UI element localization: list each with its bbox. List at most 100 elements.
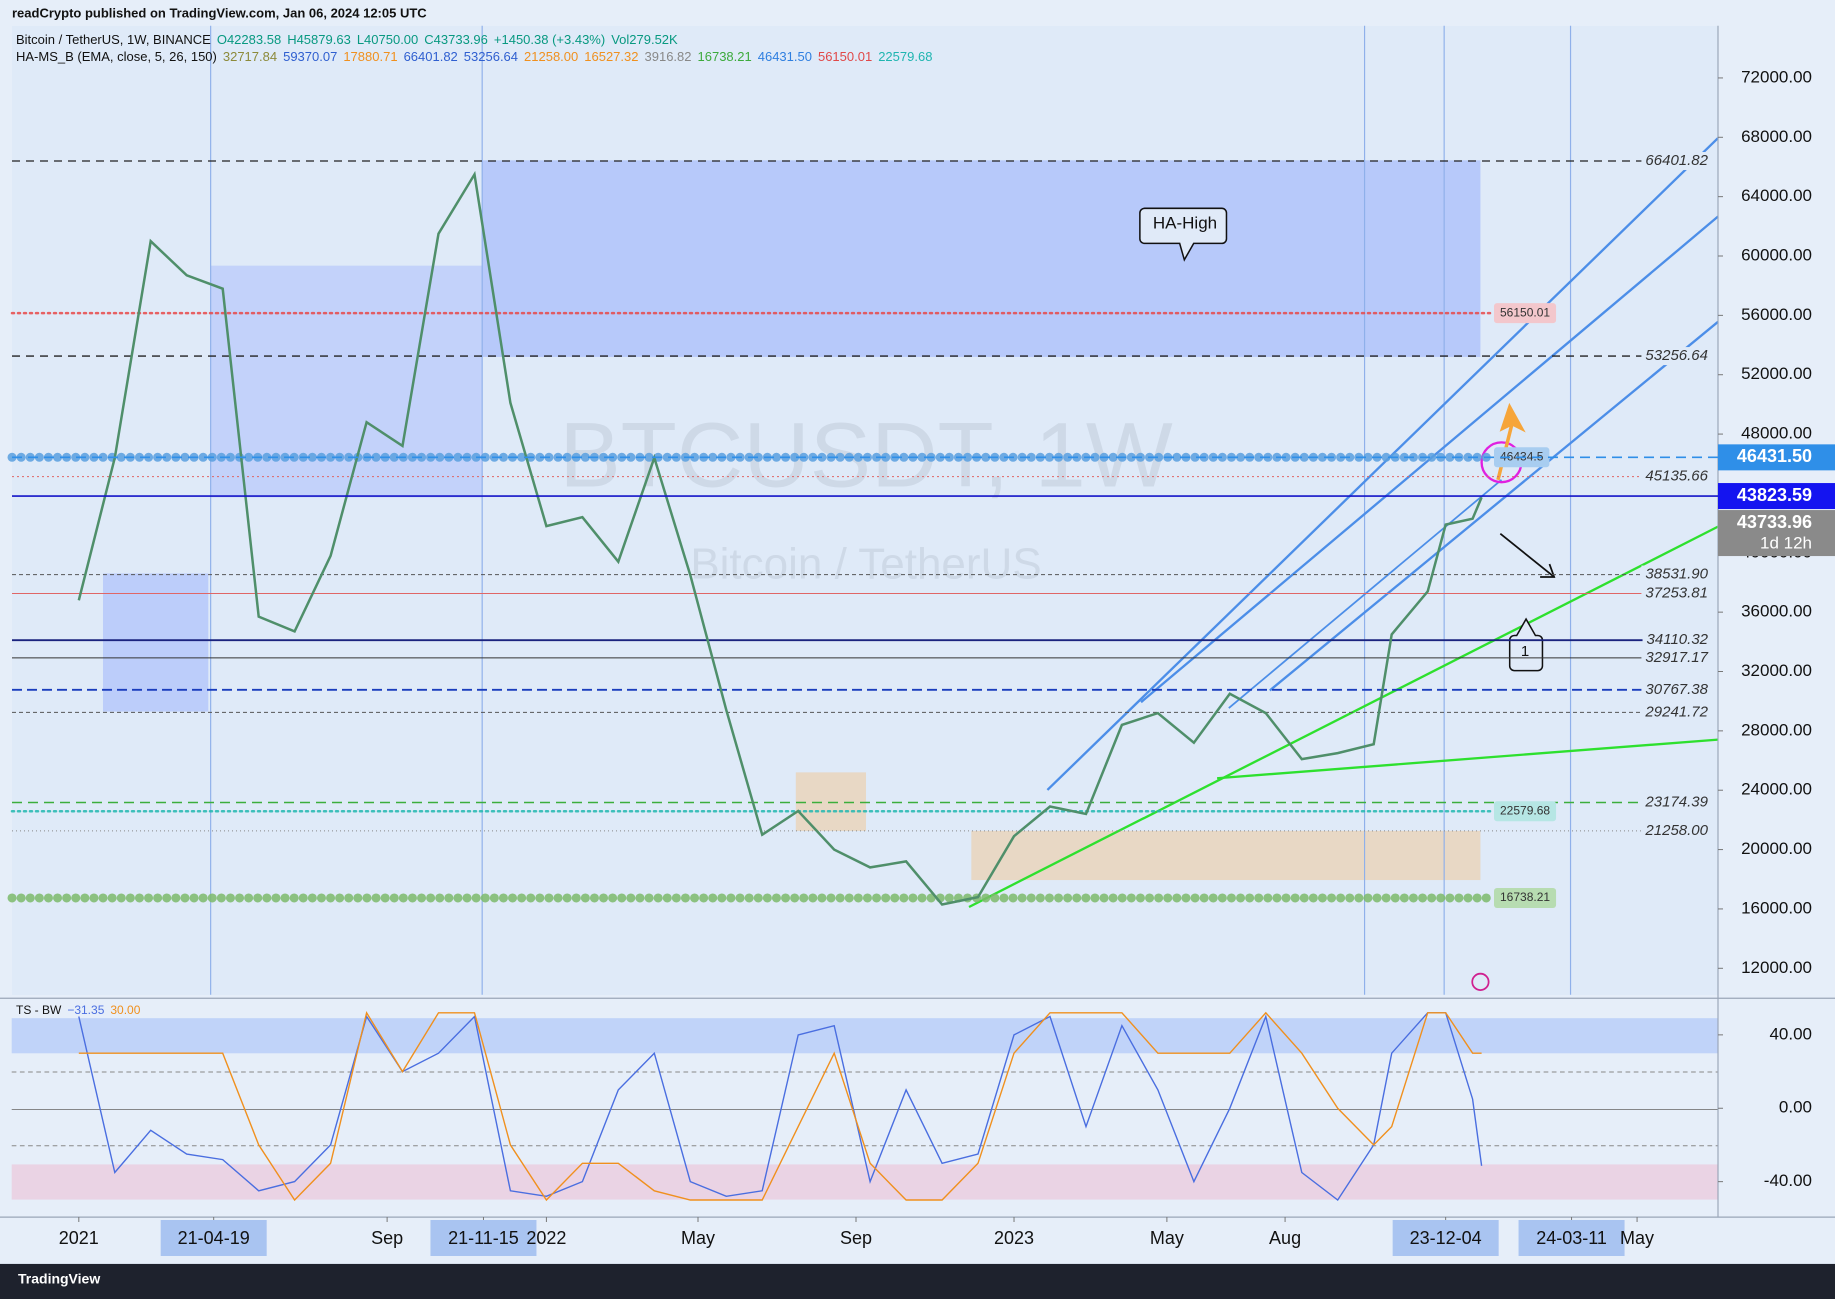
level-label: 30767.38 bbox=[1645, 681, 1708, 698]
x-tick-label: 24-03-11 bbox=[1536, 1228, 1607, 1248]
tag-label: 56150.01 bbox=[1500, 305, 1550, 319]
tag-label: 46434.5 bbox=[1500, 449, 1544, 463]
level-label-bg bbox=[1642, 631, 1712, 650]
zone bbox=[482, 160, 1481, 357]
arrow bbox=[1499, 532, 1556, 578]
indicator-line: HA-MS_B (EMA, close, 5, 26, 150) 32717.84… bbox=[16, 49, 932, 64]
axis-tag bbox=[1718, 483, 1835, 510]
y-tick-label: 32000.00 bbox=[1741, 661, 1812, 680]
symbol-line: Bitcoin / TetherUS, 1W, BINANCE O42283.58… bbox=[16, 32, 678, 47]
y-tick-label: 48000.00 bbox=[1741, 424, 1812, 443]
y-tick-label: 36000.00 bbox=[1741, 602, 1812, 621]
axis-tag-label: 43733.96 bbox=[1737, 512, 1812, 532]
x-tick-label: Sep bbox=[840, 1228, 872, 1248]
indicator-value: 16527.32 bbox=[584, 49, 638, 64]
tag-label: 22579.68 bbox=[1500, 803, 1550, 817]
level-label: 32917.17 bbox=[1645, 649, 1708, 666]
tag-box bbox=[1494, 887, 1557, 908]
y-tick-label: 72000.00 bbox=[1741, 67, 1812, 86]
x-tick-label: 21-04-19 bbox=[178, 1228, 250, 1248]
indicator-value: 56150.01 bbox=[818, 49, 872, 64]
arrow bbox=[1496, 402, 1526, 481]
y-tick-label: 12000.00 bbox=[1741, 958, 1812, 977]
price-pane bbox=[12, 26, 1718, 995]
x-tick-label: May bbox=[1150, 1228, 1184, 1248]
y-tick-label: 28000.00 bbox=[1741, 720, 1812, 739]
oscillator-title: TS - BW bbox=[16, 1003, 62, 1017]
callout-label: 1 bbox=[1521, 643, 1529, 660]
x-tick-label: 23-12-04 bbox=[1410, 1228, 1482, 1248]
level-label-bg bbox=[1641, 680, 1712, 699]
ohlc-value: O42283.58 bbox=[217, 32, 281, 47]
axis-tag-sub: 1d 12h bbox=[1760, 534, 1812, 553]
level-label: 53256.64 bbox=[1645, 347, 1708, 364]
axis-tag bbox=[1718, 444, 1835, 471]
indicator-value: 46431.50 bbox=[758, 49, 812, 64]
x-tick-label: 2022 bbox=[526, 1228, 566, 1248]
indicator-value: 16738.21 bbox=[698, 49, 752, 64]
trend-line bbox=[1046, 137, 1719, 791]
x-tick-highlight bbox=[160, 1220, 267, 1256]
callout bbox=[1139, 207, 1228, 262]
axis-tag bbox=[1718, 510, 1835, 557]
x-tick-highlight bbox=[430, 1220, 537, 1256]
level-label: 45135.66 bbox=[1645, 468, 1708, 485]
y-tick-label: 52000.00 bbox=[1741, 364, 1812, 383]
y-tick-label: 40.00 bbox=[1769, 1024, 1812, 1043]
indicator-value: 53256.64 bbox=[464, 49, 518, 64]
level-label-bg bbox=[1641, 347, 1712, 366]
ohlc-value: C43733.96 bbox=[424, 32, 488, 47]
indicator-value: 3916.82 bbox=[645, 49, 692, 64]
axis-tag-label: 43823.59 bbox=[1737, 485, 1812, 505]
level-label-bg bbox=[1641, 584, 1712, 603]
indicator: HA-MS_B (EMA, close, 5, 26, 150) bbox=[16, 49, 217, 64]
level-label: 38531.90 bbox=[1645, 566, 1708, 583]
y-tick-label: 64000.00 bbox=[1741, 186, 1812, 205]
level-label-bg bbox=[1641, 821, 1712, 840]
indicator-value: 21258.00 bbox=[524, 49, 578, 64]
level-label: 21258.00 bbox=[1644, 822, 1708, 839]
zone bbox=[210, 265, 483, 498]
x-tick-label: May bbox=[681, 1228, 715, 1248]
zone bbox=[971, 830, 1481, 881]
tag-label: 16738.21 bbox=[1500, 890, 1550, 904]
tag-box bbox=[1494, 303, 1557, 324]
indicator-value: 66401.82 bbox=[404, 49, 458, 64]
indicator-value: 22579.68 bbox=[878, 49, 932, 64]
level-label: 66401.82 bbox=[1645, 152, 1708, 169]
x-tick-label: May bbox=[1620, 1228, 1654, 1248]
y-tick-label: 0.00 bbox=[1779, 1098, 1812, 1117]
overbought-band bbox=[11, 1018, 1719, 1054]
level-label-bg bbox=[1641, 793, 1712, 812]
oscillator-legend: TS - BW −31.35 30.00 bbox=[16, 1003, 141, 1017]
level-label: 37253.81 bbox=[1645, 585, 1708, 602]
watermark-name: Bitcoin / TetherUS bbox=[690, 540, 1041, 589]
x-tick-label: Sep bbox=[371, 1228, 403, 1248]
event-icon bbox=[1471, 972, 1490, 991]
oversold-band bbox=[11, 1164, 1719, 1200]
footer-bar bbox=[0, 1263, 1835, 1299]
indicator-value: 17880.71 bbox=[343, 49, 397, 64]
trend-line bbox=[1269, 320, 1719, 692]
y-tick-label: -40.00 bbox=[1764, 1171, 1812, 1190]
ohlc-value: +1450.38 (+3.43%) bbox=[494, 32, 605, 47]
x-tick-highlight bbox=[1392, 1220, 1499, 1256]
trend-line bbox=[1217, 738, 1719, 780]
price-line bbox=[77, 170, 1483, 906]
publisher: readCrypto published on TradingView.com,… bbox=[12, 5, 427, 20]
price-line bbox=[78, 1012, 1483, 1202]
x-tick-label: 2023 bbox=[994, 1228, 1034, 1248]
level-label-bg bbox=[1641, 648, 1712, 667]
level-label: 34110.32 bbox=[1647, 631, 1709, 648]
y-tick-label: 68000.00 bbox=[1741, 127, 1812, 146]
callout-label: HA-High bbox=[1153, 213, 1217, 232]
x-tick-label: Aug bbox=[1269, 1228, 1301, 1248]
level-label-bg bbox=[1641, 565, 1712, 584]
y-tick-label: 56000.00 bbox=[1741, 305, 1812, 324]
y-tick-label: 24000.00 bbox=[1741, 780, 1812, 799]
zone bbox=[795, 772, 867, 831]
trend-line bbox=[968, 525, 1719, 909]
y-tick-label: 60000.00 bbox=[1741, 245, 1812, 264]
